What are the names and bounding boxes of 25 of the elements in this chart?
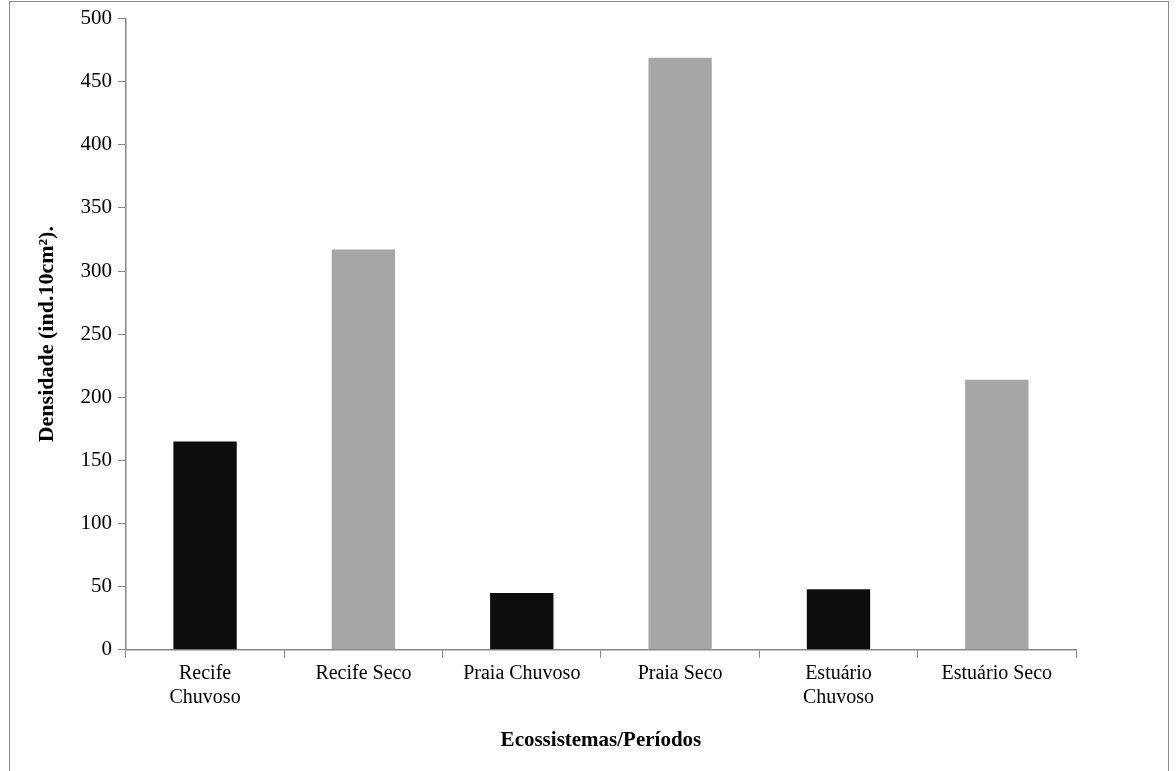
x-axis-title: Ecossistemas/Períodos [500, 726, 702, 751]
y-tick-label: 250 [80, 320, 112, 345]
x-tick-label: Praia Chuvoso [463, 661, 581, 684]
bar [173, 441, 237, 650]
y-tick-label: 450 [80, 68, 112, 93]
bar [490, 592, 554, 650]
x-tick-label: Estuário Seco [941, 661, 1053, 684]
bar [331, 249, 396, 650]
y-tick-label: 0 [101, 636, 112, 661]
bar [648, 57, 712, 650]
x-tick-label: Praia Seco [637, 661, 723, 684]
x-tick-label: Recife Seco [315, 661, 412, 684]
y-tick-label: 400 [80, 131, 112, 156]
x-tick-label: Estuário Chuvoso [802, 661, 875, 708]
y-tick-label: 350 [80, 194, 112, 219]
y-tick-label: 50 [90, 573, 112, 598]
y-axis-title: Densidade (ind.10cm²). [32, 226, 58, 443]
y-tick-label: 100 [80, 510, 112, 535]
bar [965, 379, 1029, 650]
bar [806, 589, 871, 650]
y-tick-label: 200 [80, 383, 112, 408]
y-tick-label: 150 [80, 446, 112, 471]
y-tick-label: 500 [80, 5, 112, 30]
y-tick-label: 300 [80, 257, 112, 282]
x-tick-label: Recife Chuvoso [169, 661, 241, 708]
